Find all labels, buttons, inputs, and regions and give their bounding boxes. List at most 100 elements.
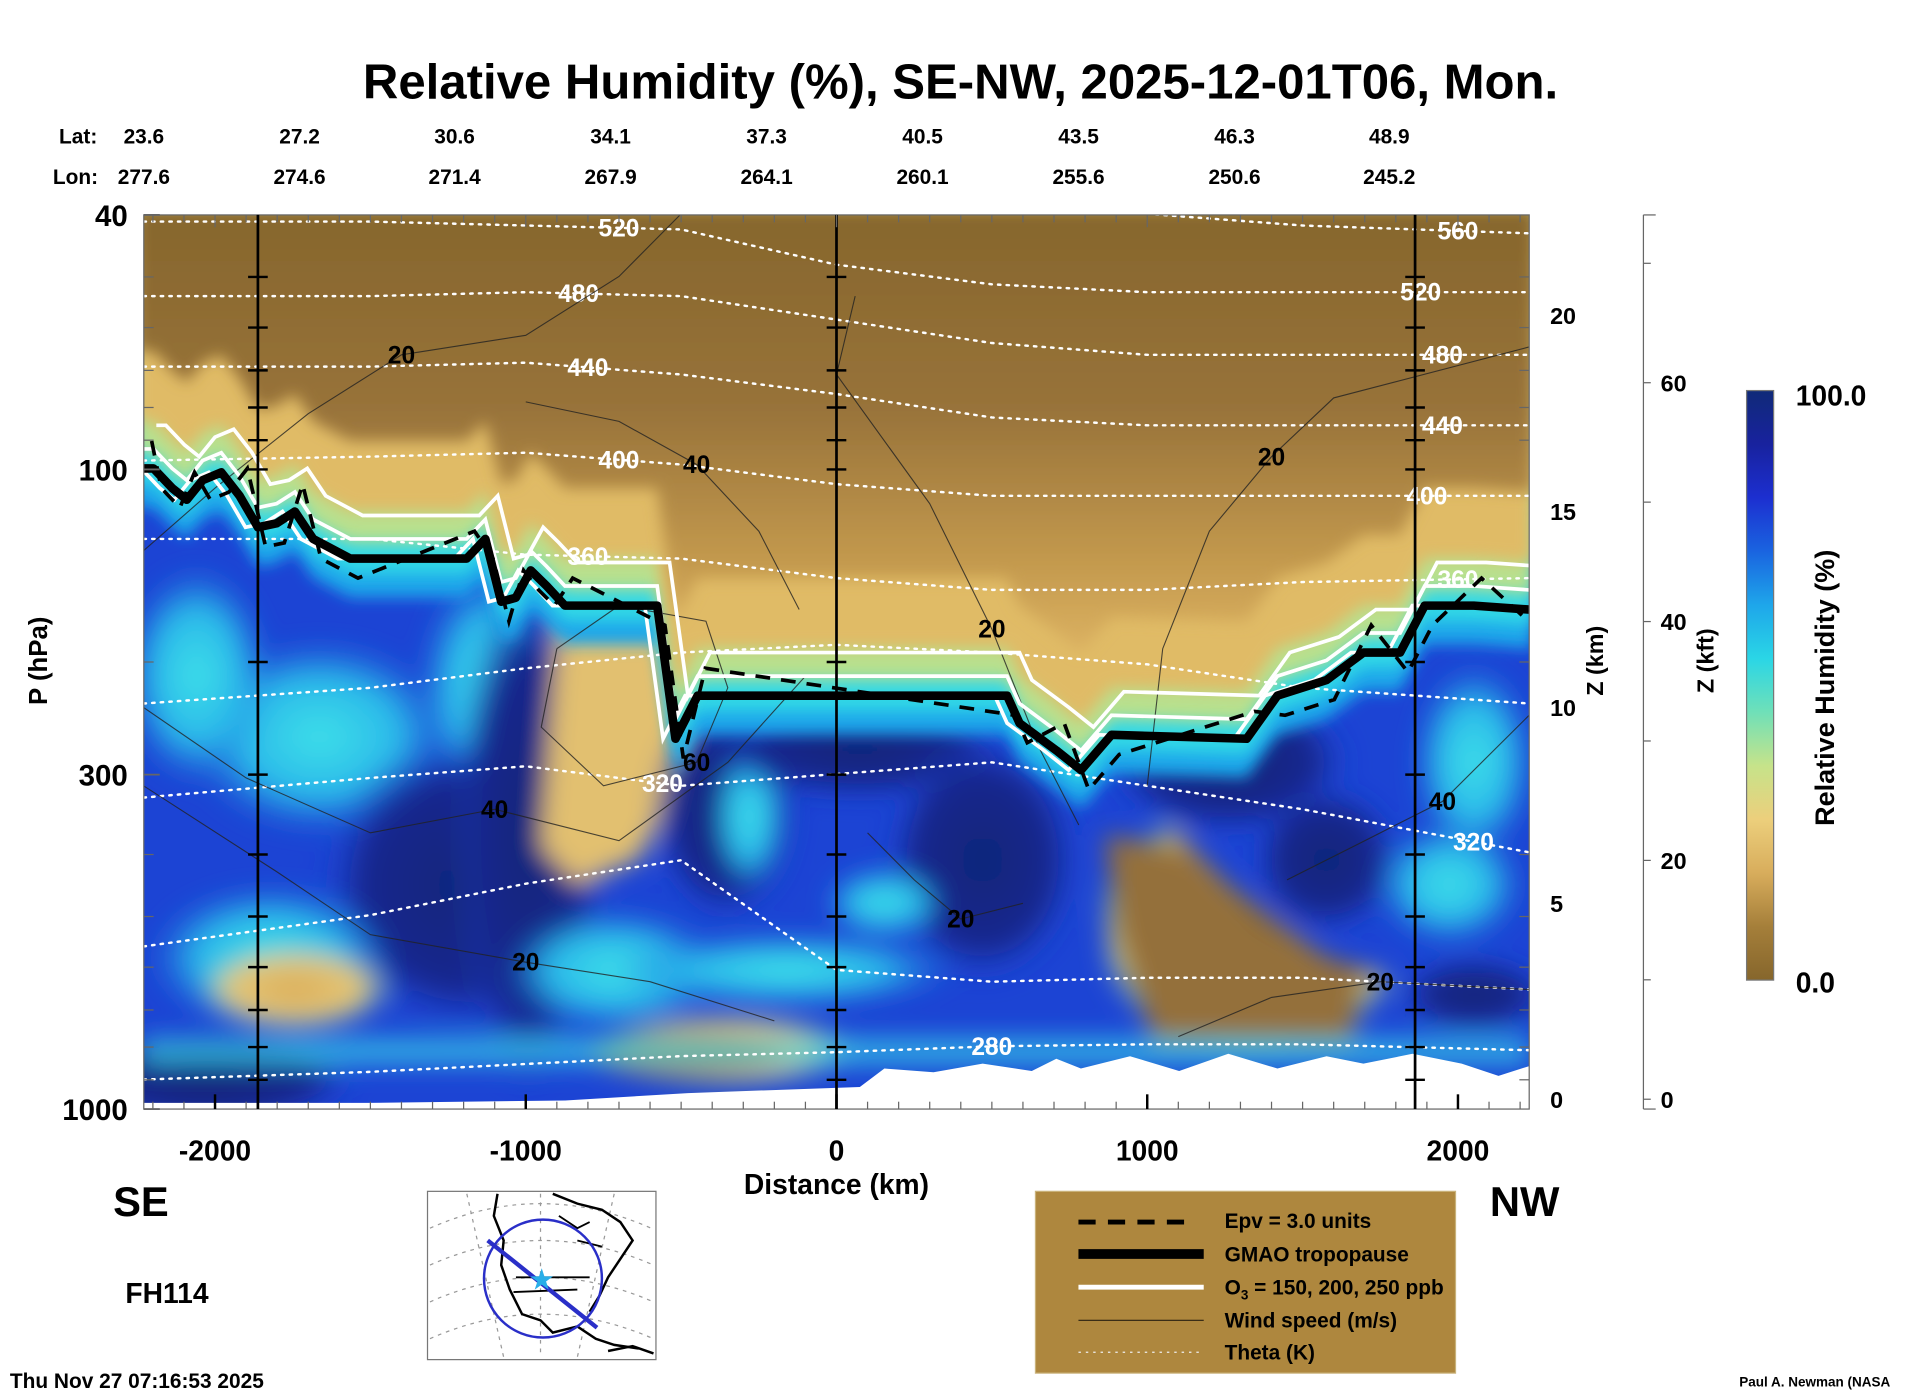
wind-speed-label: 40 bbox=[481, 797, 508, 824]
z-kft-tick-label: 40 bbox=[1661, 609, 1687, 635]
theta-label: 360 bbox=[1437, 567, 1478, 594]
wind-speed-label: 20 bbox=[1367, 969, 1394, 996]
timestamp: Thu Nov 27 07:16:53 2025 bbox=[10, 1370, 264, 1393]
wind-speed-label: 40 bbox=[683, 452, 710, 479]
wind-speed-line-20 bbox=[1146, 346, 1530, 786]
y-tick-label: 100 bbox=[79, 455, 128, 488]
lat-value: 37.3 bbox=[746, 126, 787, 149]
map-range-circle bbox=[482, 1218, 604, 1339]
x-tick-label: 2000 bbox=[1427, 1135, 1490, 1167]
lat-value: 48.9 bbox=[1369, 126, 1410, 149]
lon-value: 271.4 bbox=[429, 166, 482, 189]
wind-speed-line-40 bbox=[525, 401, 800, 610]
wind-speed-label: 20 bbox=[512, 950, 539, 977]
lon-label: Lon: bbox=[53, 166, 98, 189]
lon-value: 250.6 bbox=[1208, 166, 1260, 189]
map-inset: ★ bbox=[426, 1190, 657, 1361]
wind-speed-line-20 bbox=[143, 785, 775, 1022]
tropopause-line bbox=[143, 464, 1530, 775]
legend-box bbox=[1034, 1190, 1457, 1374]
theta-label: 280 bbox=[971, 1034, 1012, 1061]
wind-speed-label: 20 bbox=[947, 907, 974, 934]
rh-field: 2803203203603604004004404404804805205205… bbox=[143, 214, 1530, 1110]
lon-value: 274.6 bbox=[273, 166, 325, 189]
axes: -2000 -1000 0 1000 2000 40 100 300 1000 0 5 10 15 20 0… bbox=[62, 200, 1686, 1167]
wind-speed-line-20 bbox=[867, 832, 1024, 920]
y-axis-label: P (hPa) bbox=[25, 617, 53, 705]
theta-label: 480 bbox=[1422, 342, 1463, 369]
z-kft-tick-label: 0 bbox=[1661, 1087, 1674, 1113]
theta-label: 520 bbox=[1400, 280, 1441, 307]
lat-value: 43.5 bbox=[1058, 126, 1099, 149]
z-km-tick-label: 5 bbox=[1550, 891, 1563, 917]
theta-label: 400 bbox=[1406, 483, 1447, 510]
lon-value: 264.1 bbox=[740, 166, 793, 189]
wind-speed-line-20 bbox=[143, 214, 681, 552]
theta-label: 320 bbox=[1453, 829, 1494, 856]
theta-line-560 bbox=[1146, 214, 1530, 235]
ozone-line bbox=[156, 423, 1530, 730]
lat-value: 23.6 bbox=[124, 126, 165, 149]
lat-value: 27.2 bbox=[279, 126, 320, 149]
lat-lon-row: 23.6 277.6 27.2 274.6 30.6 271.4 34.1 267.9 37.3… bbox=[118, 126, 1416, 190]
x-axis-label: Distance (km) bbox=[744, 1168, 929, 1200]
wind-speed-contours: 20 40 60 40 20 20 20 40 20 20 bbox=[143, 214, 1530, 1038]
lon-value: 277.6 bbox=[118, 166, 170, 189]
colorbar-max-label: 100.0 bbox=[1796, 379, 1867, 411]
legend-epv-label: Epv = 3.0 units bbox=[1225, 1210, 1372, 1233]
wind-speed-line-40 bbox=[1286, 714, 1530, 881]
map-center-star-icon: ★ bbox=[529, 1264, 555, 1297]
tropopause-path bbox=[143, 464, 1530, 775]
lat-label: Lat: bbox=[59, 126, 97, 149]
epv-line bbox=[149, 440, 1530, 794]
colorbar-min-label: 0.0 bbox=[1796, 966, 1835, 998]
legend: Epv = 3.0 units GMAO tropopause O3 = 150… bbox=[1034, 1190, 1457, 1374]
x-tick-label: -1000 bbox=[490, 1135, 562, 1167]
lat-value: 30.6 bbox=[434, 126, 475, 149]
x-tick-label: -2000 bbox=[179, 1135, 251, 1167]
colorbar-title: Relative Humidity (%) bbox=[1810, 550, 1840, 826]
map-transect-line bbox=[486, 1238, 599, 1330]
direction-se: SE bbox=[113, 1178, 169, 1225]
chart-title: Relative Humidity (%), SE-NW, 2025-12-01… bbox=[363, 55, 1558, 109]
lat-value: 40.5 bbox=[902, 126, 943, 149]
theta-label: 440 bbox=[567, 355, 608, 382]
legend-theta-label: Theta (K) bbox=[1225, 1342, 1315, 1365]
z-kft-axis-label: Z (kft) bbox=[1692, 628, 1718, 693]
ozone-line bbox=[143, 447, 1530, 754]
wind-speed-line-20 bbox=[1178, 981, 1530, 1038]
x-tick-label: 1000 bbox=[1116, 1135, 1179, 1167]
theta-label: 440 bbox=[1422, 413, 1463, 440]
y-tick-label: 40 bbox=[95, 200, 128, 233]
legend-tropopause-label: GMAO tropopause bbox=[1225, 1243, 1409, 1266]
legend-ozone-label: O3 = 150, 200, 250 ppb bbox=[1225, 1277, 1444, 1303]
epv-contour bbox=[149, 440, 1530, 794]
rh-blobs bbox=[143, 564, 1530, 1110]
z-km-tick-label: 0 bbox=[1550, 1087, 1563, 1113]
lat-value: 34.1 bbox=[590, 126, 631, 149]
terrain-mask bbox=[143, 1053, 1530, 1110]
z-kft-tick-label: 60 bbox=[1661, 370, 1687, 396]
forecast-hour: FH114 bbox=[125, 1277, 208, 1309]
wind-speed-line-20 bbox=[835, 295, 1080, 826]
colorbar: 100.0 0.0 Relative Humidity (%) bbox=[1745, 379, 1867, 998]
wind-speed-label: 20 bbox=[978, 617, 1005, 644]
theta-line-280 bbox=[143, 1043, 1530, 1081]
y-tick-label: 1000 bbox=[62, 1094, 128, 1127]
wind-speed-line-40 bbox=[143, 675, 806, 842]
wind-speed-label: 20 bbox=[388, 342, 415, 369]
z-km-tick-label: 20 bbox=[1550, 303, 1576, 329]
z-kft-tick-label: 20 bbox=[1661, 848, 1687, 874]
lon-value: 255.6 bbox=[1052, 166, 1104, 189]
lat-value: 46.3 bbox=[1214, 126, 1255, 149]
x-tick-label: 0 bbox=[829, 1135, 845, 1167]
theta-line-480 bbox=[143, 290, 1530, 357]
lon-value: 245.2 bbox=[1363, 166, 1415, 189]
legend-wind-label: Wind speed (m/s) bbox=[1225, 1310, 1398, 1333]
wind-speed-label: 40 bbox=[1429, 789, 1456, 816]
direction-nw: NW bbox=[1490, 1178, 1560, 1225]
wind-speed-label: 20 bbox=[1258, 444, 1285, 471]
lon-value: 260.1 bbox=[896, 166, 949, 189]
